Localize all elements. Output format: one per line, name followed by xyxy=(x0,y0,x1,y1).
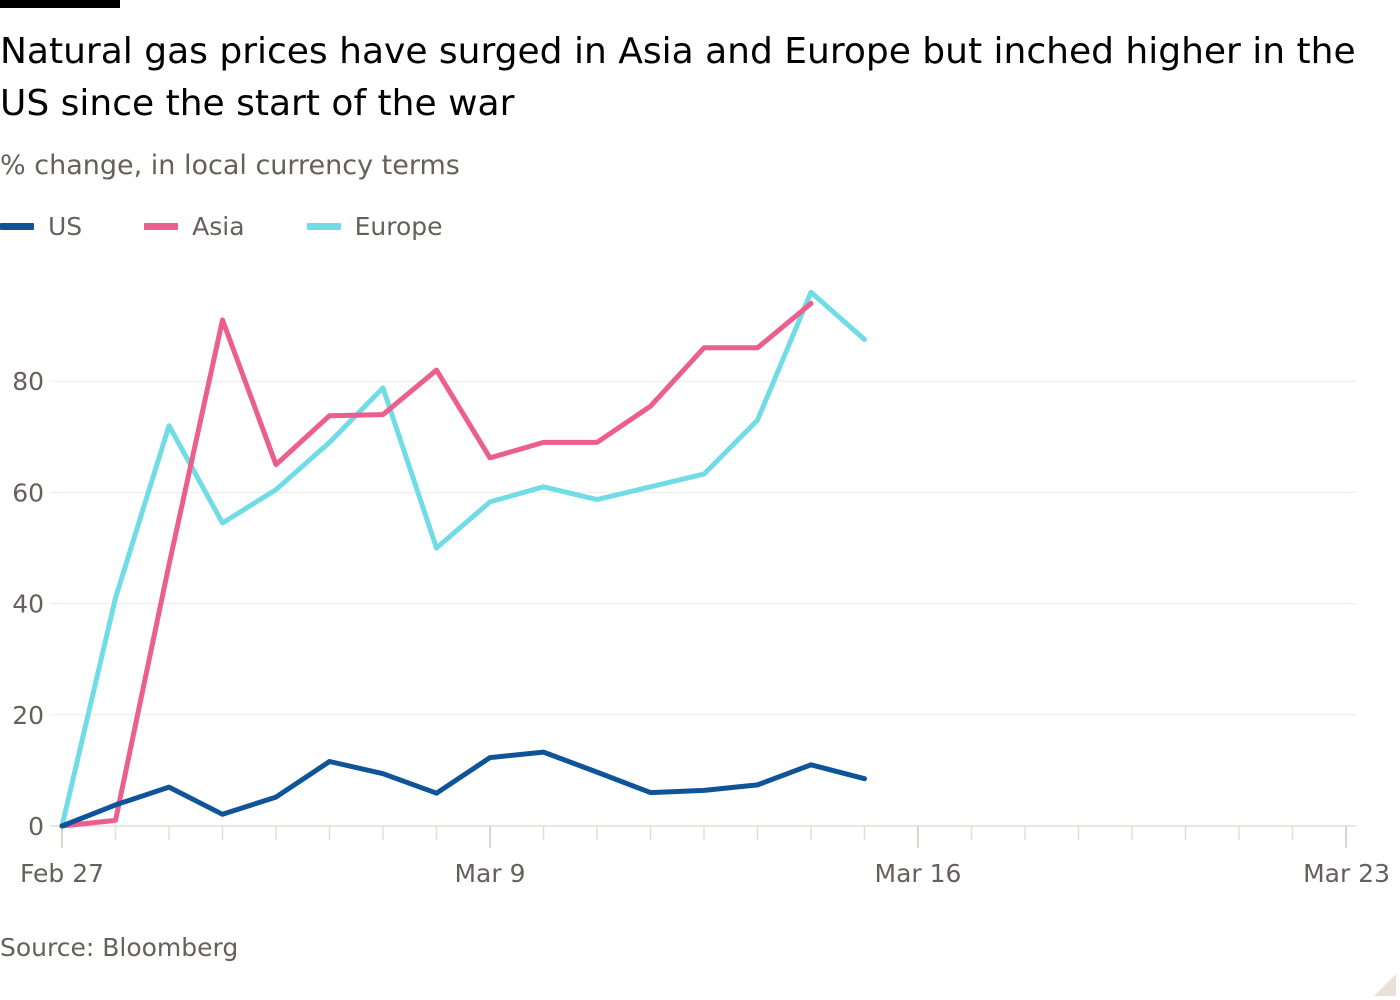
y-tick-label-0: 0 xyxy=(28,812,44,841)
legend-swatch-europe xyxy=(306,222,341,230)
legend-label-asia: Asia xyxy=(192,211,245,241)
y-tick-label-40: 40 xyxy=(12,590,44,619)
legend-label-us: US xyxy=(48,211,83,241)
axis-layer: 0 20 40 60 80 Feb 27 Mar 9 Mar 16 Mar 23 xyxy=(12,367,1390,888)
source-note: Source: Bloomberg xyxy=(0,933,239,962)
legend-item-us: US xyxy=(0,212,82,241)
x-tick-label-1: Mar 9 xyxy=(454,859,525,888)
y-tick-label-60: 60 xyxy=(12,478,44,507)
grid-layer xyxy=(50,380,1356,827)
legend-item-europe: Europe xyxy=(306,211,443,241)
series-layer xyxy=(59,289,867,829)
legend-label-europe: Europe xyxy=(354,211,443,241)
series-line-us xyxy=(59,749,867,829)
legend-item-asia: Asia xyxy=(144,211,245,241)
series-line-europe xyxy=(59,289,867,829)
series-line-asia xyxy=(59,300,814,829)
y-tick-label-80: 80 xyxy=(12,367,44,396)
y-tick-label-20: 20 xyxy=(12,701,44,730)
legend-swatch-us xyxy=(0,222,34,230)
corner-mark xyxy=(1374,974,1396,996)
header-accent-bar xyxy=(0,0,120,8)
legend-swatch-asia xyxy=(144,222,179,230)
chart-title: Natural gas prices have surged in Asia a… xyxy=(0,31,1356,124)
x-tick-label-3: Mar 23 xyxy=(1303,859,1390,888)
x-tick-label-2: Mar 16 xyxy=(875,859,962,888)
chart-legend: US Asia Europe xyxy=(0,208,505,244)
x-tick-label-0: Feb 27 xyxy=(20,859,104,888)
chart-subtitle: % change, in local currency terms xyxy=(0,150,460,181)
